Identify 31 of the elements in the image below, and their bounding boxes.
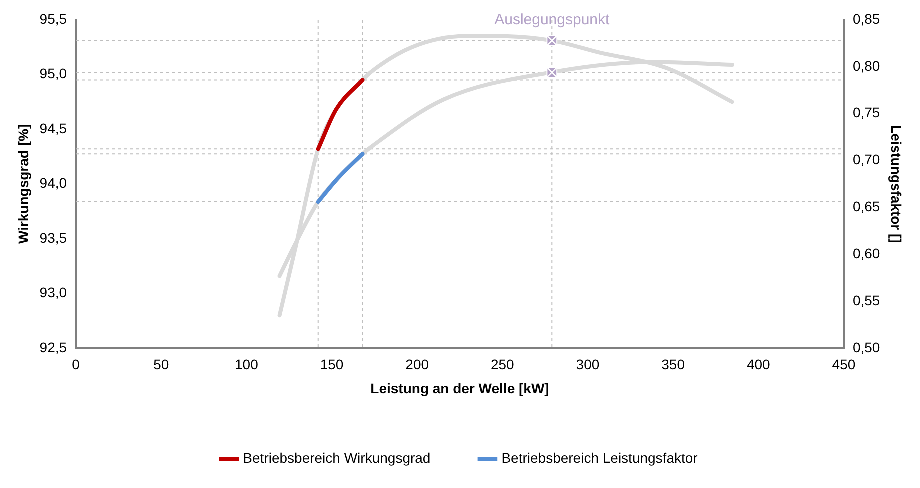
x-tick-label: 450 — [832, 356, 856, 373]
y-tick-label: 95,5 — [40, 10, 68, 27]
x-tick-label: 400 — [746, 356, 771, 373]
y2-axis-title: Leistungsfaktor [] — [888, 125, 905, 244]
y-axis-title: Wirkungsgrad [%] — [15, 124, 32, 244]
y2-tick-label: 0,50 — [852, 339, 880, 356]
x-tick-label: 150 — [320, 356, 344, 373]
y2-tick-label: 0,60 — [852, 245, 880, 262]
y2-tick-label: 0,65 — [852, 198, 880, 215]
x-tick-label: 0 — [72, 356, 80, 373]
x-tick-label: 200 — [406, 356, 430, 373]
x-tick-label: 250 — [490, 356, 515, 373]
y-tick-label: 92,5 — [40, 339, 68, 356]
y2-tick-label: 0,80 — [852, 58, 880, 74]
x-axis-title: Leistung an der Welle [kW] — [370, 380, 550, 396]
y-tick-label: 94,0 — [40, 175, 68, 192]
annotation: Auslegungspunkt — [494, 12, 611, 29]
y2-tick-label: 0,75 — [852, 104, 880, 121]
y2-tick-label: 0,55 — [852, 292, 880, 308]
y2-tick-label: 0,85 — [852, 10, 880, 27]
x-tick-label: 350 — [662, 356, 686, 373]
y-tick-label: 93,0 — [40, 284, 68, 301]
x-tick-label: 100 — [235, 356, 259, 373]
x-tick-label: 300 — [576, 356, 600, 373]
y-tick-label: 95,0 — [40, 66, 68, 82]
y2-tick-label: 0,70 — [852, 152, 880, 168]
y-tick-label: 93,5 — [40, 230, 68, 246]
legend-label: Betriebsbereich Leistungsfaktor — [502, 450, 698, 466]
legend-label: Betriebsbereich Wirkungsgrad — [243, 450, 431, 466]
y-tick-label: 94,5 — [40, 120, 68, 136]
x-tick-label: 50 — [154, 356, 170, 373]
